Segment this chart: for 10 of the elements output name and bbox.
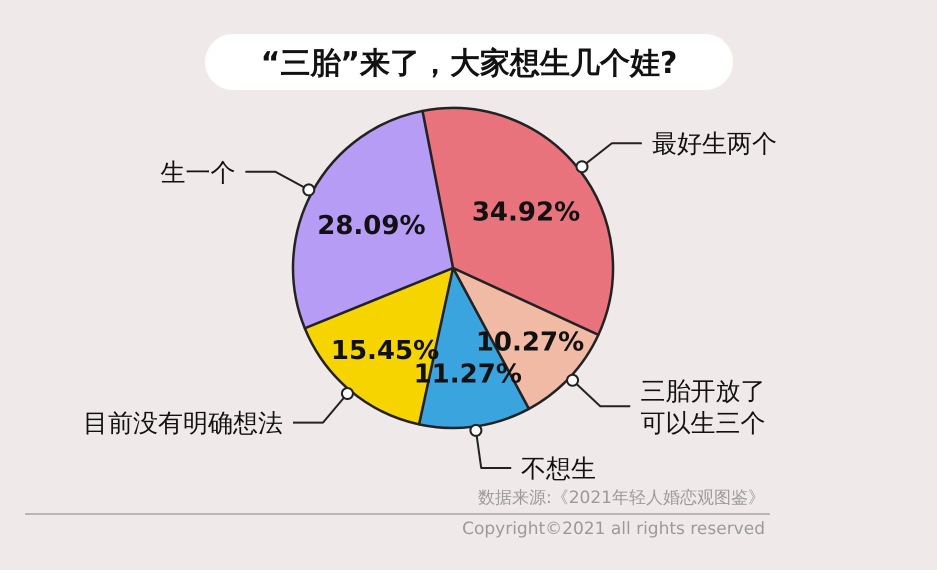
slice-label: 最好生两个: [652, 129, 777, 158]
slice-label: 生一个: [160, 158, 236, 187]
data-label: 28.09%: [317, 210, 426, 241]
slice-label: 三胎开放了可以生三个: [640, 376, 766, 438]
slice-label: 不想生: [521, 454, 596, 484]
text: Copyright©2021 all rights reserved: [462, 519, 765, 539]
slice-label: 目前没有明确想法: [82, 408, 283, 438]
source-note: 数据来源:《2021年轻人婚恋观图鉴》: [478, 488, 765, 508]
chart-title: “三胎”来了，大家想生几个娃?: [260, 46, 678, 81]
data-label: 34.92%: [472, 198, 580, 228]
